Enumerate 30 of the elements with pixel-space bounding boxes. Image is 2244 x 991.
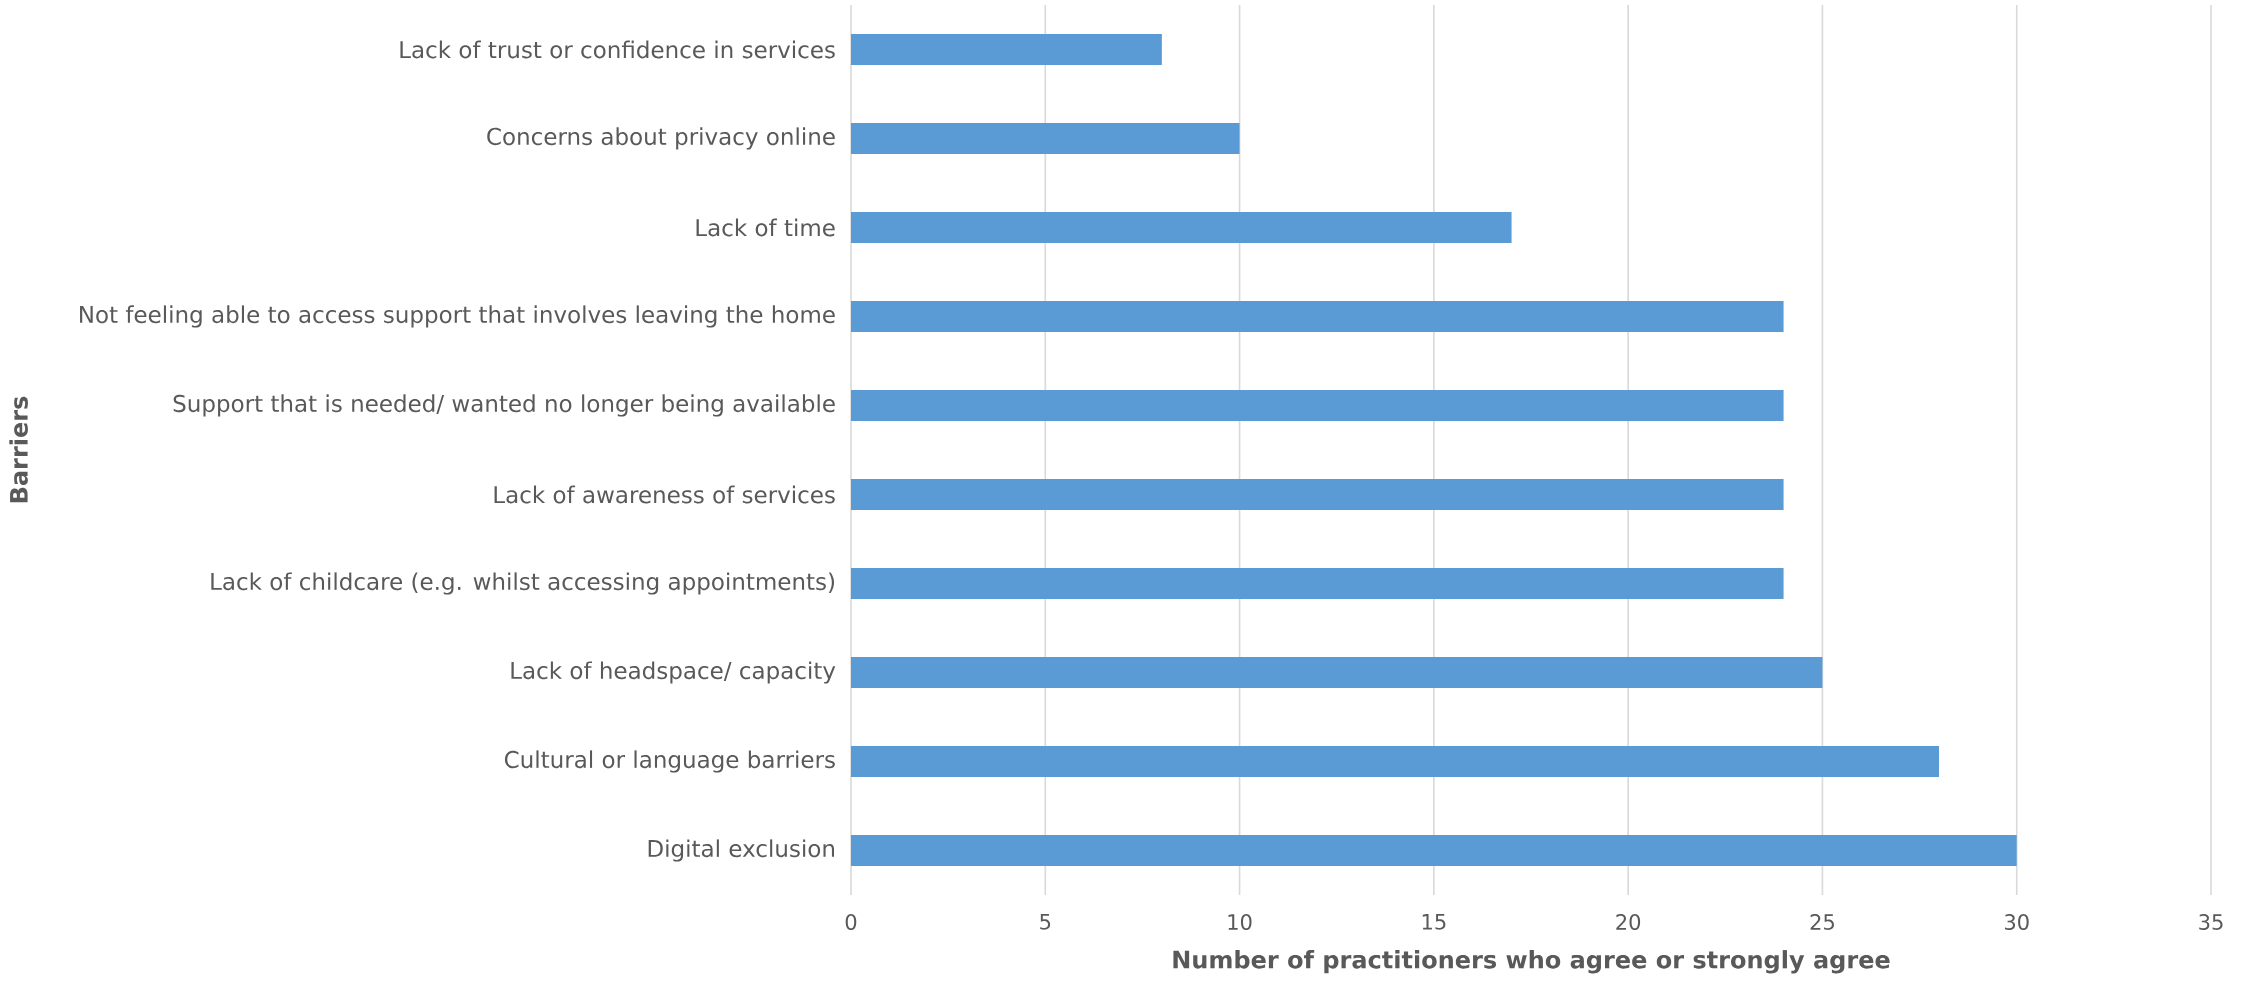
y-tick-label: Lack of trust or confidence in services [400, 40, 835, 59]
x-tick-label: 30 [2004, 914, 2029, 930]
bar [851, 568, 1784, 599]
y-tick-label: Concerns about privacy online [487, 127, 835, 150]
x-tick-label: 25 [1810, 914, 1834, 930]
bar [851, 33, 1162, 65]
y-tick-label: Support that is needed/ wanted no longer being available [173, 394, 835, 417]
y-axis-title: Barriers [9, 396, 28, 503]
y-tick-label: Lack of childcare (e.g. whilst accessing appointments) [211, 572, 835, 595]
bar [851, 479, 1784, 510]
bar [851, 746, 1940, 778]
y-tick-label: Digital exclusion [648, 839, 835, 862]
bar [851, 390, 1784, 421]
bar [851, 835, 2017, 867]
x-tick-label: 15 [1422, 914, 1446, 930]
y-tick-label: Lack of headspace/ capacity [511, 661, 836, 684]
y-tick-label: Lack of awareness of services [494, 485, 835, 504]
x-tick-label: 0 [845, 914, 857, 930]
x-tick-label: 5 [1040, 914, 1051, 930]
y-tick-label: Lack of time [696, 218, 835, 237]
x-tick-label: 10 [1228, 914, 1252, 930]
x-axis-title: Number of practitioners who agree or strongly agree [1173, 950, 1890, 974]
bar [851, 211, 1512, 243]
y-tick-label: Cultural or language barriers [504, 750, 835, 773]
x-tick-label: 35 [2199, 914, 2223, 930]
y-tick-label: Not feeling able to access support that involves leaving the home [80, 305, 835, 328]
bar [851, 657, 1823, 689]
bar [851, 300, 1784, 332]
bar [851, 122, 1240, 154]
x-tick-label: 20 [1616, 914, 1641, 930]
